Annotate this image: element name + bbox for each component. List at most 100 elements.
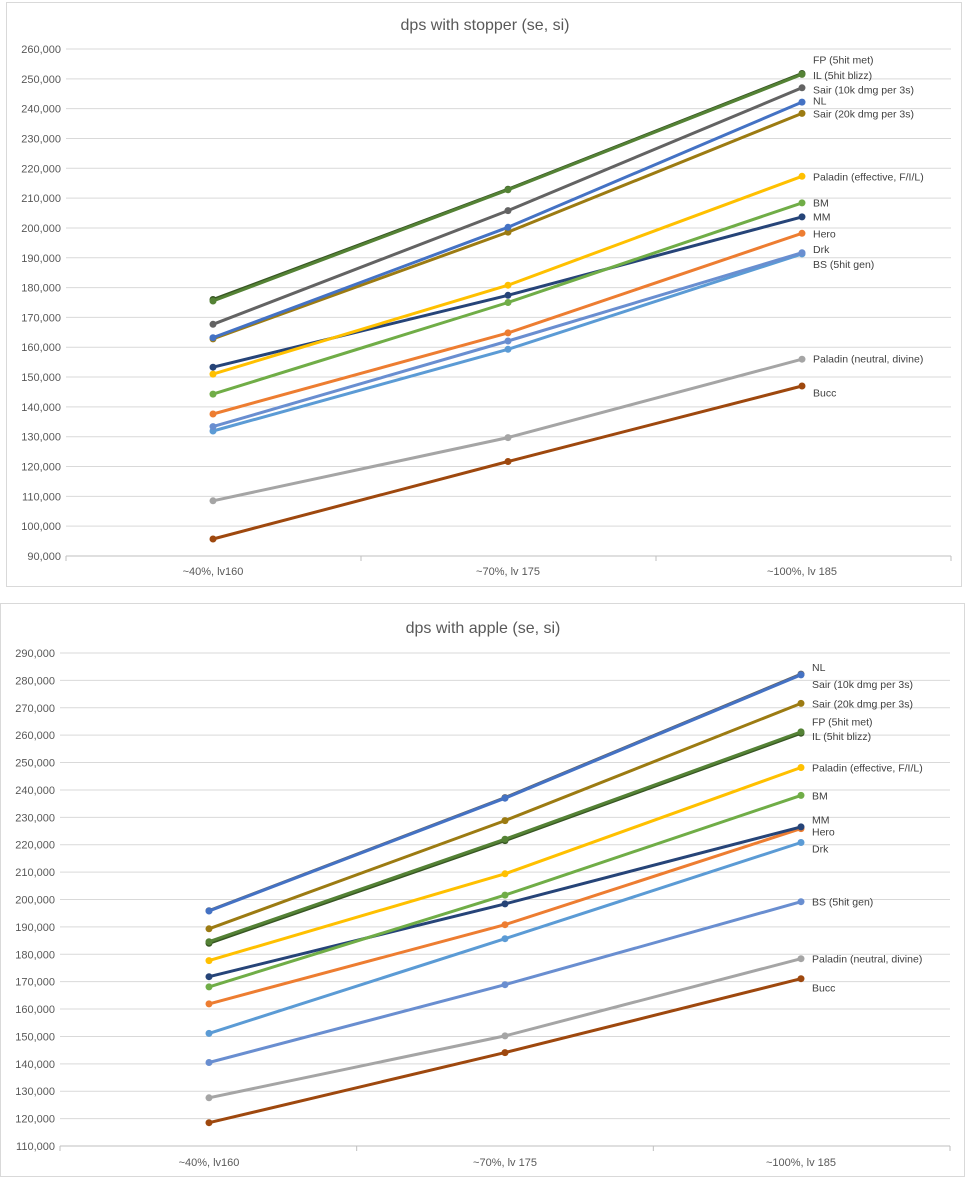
data-point	[205, 973, 213, 981]
data-point	[501, 794, 509, 802]
data-point	[504, 223, 512, 231]
series-bucc	[205, 975, 805, 1127]
data-point	[209, 363, 217, 371]
series-line	[212, 357, 803, 503]
x-tick-label: ~100%, lv 185	[767, 566, 837, 578]
y-tick-label: 110,000	[16, 1141, 55, 1153]
data-point	[798, 84, 806, 92]
y-tick-label: 90,000	[27, 551, 61, 563]
series-end-label: Paladin (effective, F/I/L)	[813, 171, 924, 183]
data-point	[209, 297, 217, 305]
data-point	[205, 957, 213, 965]
data-point	[209, 334, 217, 342]
series-end-label: BM	[812, 790, 828, 802]
y-tick-label: 120,000	[15, 1114, 55, 1126]
series-fp-5hit-met	[209, 70, 806, 305]
data-point	[797, 955, 805, 963]
data-point	[209, 320, 217, 328]
series-end-label: Hero	[812, 827, 835, 839]
data-point	[504, 291, 512, 299]
data-point	[501, 921, 509, 929]
data-point	[504, 329, 512, 337]
series-end-label: Drk	[812, 844, 829, 856]
y-tick-label: 290,000	[15, 648, 55, 660]
x-tick-label: ~70%, lv 175	[476, 566, 540, 578]
series-end-label: Paladin (effective, F/I/L)	[812, 763, 923, 775]
y-tick-label: 240,000	[15, 785, 55, 797]
data-point	[797, 839, 805, 846]
data-point	[797, 975, 805, 983]
data-point	[501, 981, 509, 989]
y-tick-label: 180,000	[15, 949, 55, 961]
y-tick-label: 120,000	[21, 462, 61, 474]
y-tick-label: 140,000	[15, 1059, 55, 1071]
y-tick-label: 270,000	[15, 703, 55, 715]
data-point	[501, 835, 509, 843]
y-tick-label: 190,000	[21, 253, 61, 265]
data-point	[797, 671, 805, 679]
y-tick-label: 160,000	[15, 1004, 55, 1016]
data-point	[205, 907, 213, 915]
data-point	[501, 935, 509, 943]
y-tick-label: 250,000	[15, 758, 55, 770]
data-point	[504, 337, 512, 345]
series-paladin-neutral-divine	[209, 355, 806, 505]
series-sair-20k-dmg-per-3s	[205, 699, 805, 933]
data-point	[798, 213, 806, 221]
data-point	[797, 728, 805, 736]
series-drk	[209, 249, 806, 431]
data-point	[798, 229, 806, 237]
series-end-label: MM	[812, 815, 830, 827]
data-point	[797, 764, 805, 771]
y-tick-label: 260,000	[21, 44, 61, 56]
data-point	[798, 382, 806, 390]
chart-stopper: dps with stopper (se, si) 90,000 100,000 1…	[21, 17, 952, 578]
series-bs-5hit-gen	[205, 898, 805, 1066]
y-tick-label: 200,000	[21, 223, 61, 235]
y-tick-label: 110,000	[22, 491, 61, 503]
series-end-label: BS (5hit gen)	[813, 259, 874, 271]
data-point	[209, 410, 217, 418]
data-point	[205, 925, 213, 933]
series-bucc	[209, 382, 806, 543]
y-tick-label: 130,000	[21, 432, 61, 444]
y-tick-label: 170,000	[21, 312, 61, 324]
data-point	[501, 891, 509, 899]
y-tick-label: 100,000	[21, 521, 61, 533]
x-tick-label: ~100%, lv 185	[766, 1157, 836, 1169]
series-end-label: Bucc	[812, 983, 835, 995]
chart-panel-stopper: dps with stopper (se, si) 90,000 100,000 1…	[6, 2, 962, 587]
y-tick-label: 230,000	[21, 133, 61, 145]
y-tick-label: 170,000	[15, 977, 55, 989]
data-point	[205, 1094, 213, 1102]
chart-apple: dps with apple (se, si) 110,000 120,000 13…	[15, 620, 951, 1169]
data-point	[504, 186, 512, 194]
data-point	[205, 1029, 213, 1037]
series-line	[212, 231, 803, 416]
series-end-label: Drk	[813, 244, 830, 256]
data-point	[798, 355, 806, 363]
data-point	[209, 497, 217, 505]
series-end-label: FP (5hit met)	[812, 717, 873, 729]
y-tick-label: 150,000	[15, 1031, 55, 1043]
data-point	[205, 983, 213, 991]
series-fp-5hit-met	[205, 728, 805, 946]
series-end-label: Hero	[813, 228, 836, 240]
y-tick-label: 260,000	[15, 730, 55, 742]
data-point	[798, 199, 806, 207]
data-point	[504, 281, 512, 289]
y-tick-label: 200,000	[15, 895, 55, 907]
series-paladin-effective-f-i-l	[205, 764, 805, 965]
series-line	[212, 86, 803, 326]
data-point	[797, 898, 805, 906]
series-end-label: IL (5hit blizz)	[812, 731, 871, 743]
series-end-label: Paladin (neutral, divine)	[812, 954, 922, 966]
series-end-label: MM	[813, 211, 831, 223]
series-paladin-effective-f-i-l	[209, 172, 806, 378]
series-end-label: Sair (20k dmg per 3s)	[813, 109, 914, 121]
chart-panel-apple: dps with apple (se, si) 110,000 120,000 13…	[0, 603, 965, 1177]
data-point	[205, 1059, 213, 1066]
y-tick-label: 280,000	[15, 675, 55, 687]
series-hero	[209, 229, 806, 418]
series-end-label: BM	[813, 197, 829, 209]
